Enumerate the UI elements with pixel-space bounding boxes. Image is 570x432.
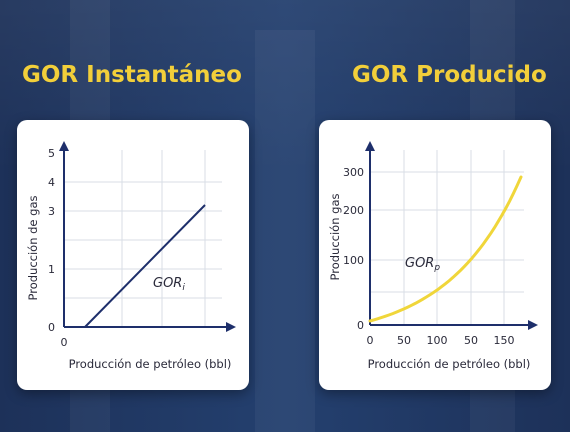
x-tick-label: 100	[427, 334, 448, 347]
grid	[370, 150, 524, 325]
y-tick-label: 0	[48, 321, 55, 334]
y-tick-label: 100	[343, 254, 364, 267]
x-axis-label: Producción de petróleo (bbl)	[368, 357, 531, 371]
chart-card-producido: 0 100 200 300 0 50 100 50 150 GORp Producción g…	[319, 120, 551, 390]
chart-producido: 0 100 200 300 0 50 100 50 150 GORp Producción g…	[328, 141, 538, 371]
x-tick-label: 50	[464, 334, 478, 347]
x-tick-label: 150	[494, 334, 515, 347]
x-axis-label: Producción de petróleo (bbl)	[69, 357, 232, 371]
x-tick-label: 50	[397, 334, 411, 347]
background-structure	[255, 30, 315, 432]
y-tick-label: 0	[357, 319, 364, 332]
x-tick-label: 0	[61, 336, 68, 349]
y-axis-label: Producción de gas	[26, 195, 40, 300]
y-tick-label: 200	[343, 204, 364, 217]
y-tick-label: 4	[48, 176, 55, 189]
series-label-gori: GORi	[153, 276, 185, 293]
series-line-gori	[84, 204, 206, 328]
y-tick-label: 300	[343, 166, 364, 179]
chart-instantaneo: 0 1 3 4 5 0 GORi Producción de gas Producció…	[26, 141, 236, 371]
y-tick-label: 5	[48, 147, 55, 160]
y-tick-label: 3	[48, 205, 55, 218]
y-tick-label: 1	[48, 263, 55, 276]
chart-card-instantaneo: 0 1 3 4 5 0 GORi Producción de gas Producció…	[17, 120, 249, 390]
y-axis-label: Producción gas	[328, 194, 342, 281]
series-line-gorp	[368, 175, 523, 323]
grid	[64, 150, 222, 327]
series-label-gorp: GORp	[405, 256, 440, 273]
chart-title-gor-instantaneo: GOR Instantáneo	[22, 62, 242, 88]
x-tick-label: 0	[367, 334, 374, 347]
chart-title-gor-producido: GOR Producido	[352, 62, 547, 88]
